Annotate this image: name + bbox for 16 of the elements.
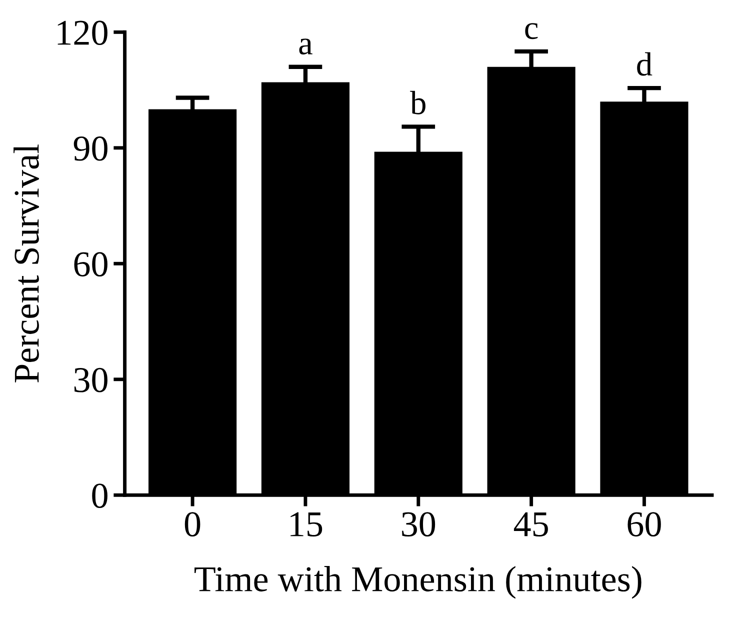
y-tick-label: 0 — [92, 484, 108, 508]
y-tick-label: 60 — [74, 252, 108, 277]
annotation: d — [637, 52, 652, 76]
y-axis-title: Percent Survival — [14, 144, 39, 382]
x-tick-label: 0 — [184, 512, 200, 536]
annotation: a — [299, 38, 312, 55]
x-tick-label: 45 — [514, 512, 548, 536]
y-tick-label: 30 — [74, 368, 108, 392]
x-tick-label: 30 — [402, 512, 436, 536]
y-tick-label: 120 — [58, 20, 108, 46]
annotation: b — [410, 90, 426, 114]
x-tick-label: 60 — [628, 512, 661, 536]
x-axis-title: Time with Monensin (minutes) — [194, 566, 642, 599]
y-tick-label: 90 — [74, 136, 108, 161]
annotation: c — [525, 23, 538, 40]
x-tick-label: 15 — [290, 512, 322, 536]
